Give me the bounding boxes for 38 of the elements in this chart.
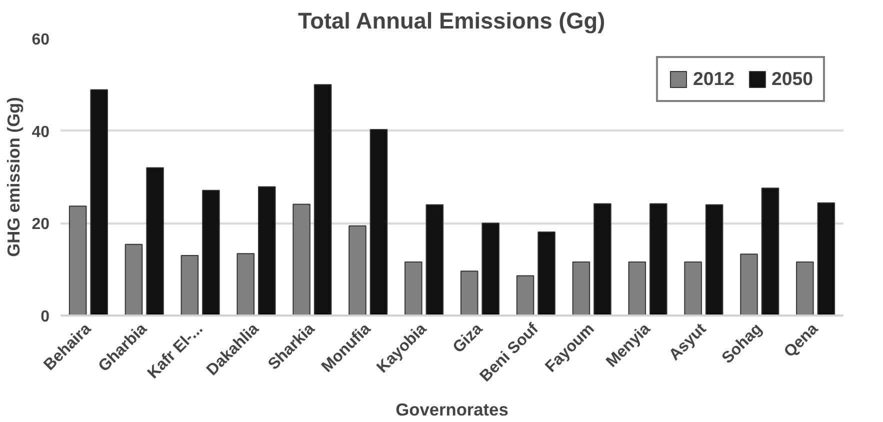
bar bbox=[572, 261, 590, 316]
bar bbox=[124, 244, 143, 316]
bar bbox=[236, 253, 255, 316]
bar bbox=[817, 202, 836, 316]
bar bbox=[68, 206, 87, 316]
bar bbox=[146, 167, 164, 316]
y-tick-label: 40 bbox=[32, 124, 50, 141]
y-tick-label: 0 bbox=[40, 308, 50, 326]
y-tick-label: 20 bbox=[32, 216, 50, 234]
x-tick-label: Giza bbox=[450, 320, 486, 356]
bar bbox=[705, 204, 724, 316]
bar bbox=[482, 222, 500, 316]
bar bbox=[258, 186, 276, 316]
bar bbox=[628, 261, 646, 316]
chart-title: Total Annual Emissions (Gg) bbox=[298, 8, 606, 34]
y-tick-label: 60 bbox=[32, 32, 50, 48]
bar bbox=[460, 270, 478, 316]
bar bbox=[90, 89, 108, 316]
bar bbox=[516, 275, 534, 316]
bar bbox=[180, 254, 199, 316]
bar bbox=[348, 225, 366, 316]
bar bbox=[796, 261, 814, 316]
bar bbox=[740, 254, 758, 316]
bar bbox=[649, 203, 668, 316]
bar bbox=[370, 128, 388, 316]
bar bbox=[684, 261, 702, 316]
bar bbox=[314, 84, 332, 316]
bar bbox=[538, 231, 556, 316]
y-axis-title: GHG emission (Gg) bbox=[4, 97, 24, 257]
bar bbox=[594, 203, 612, 316]
bar bbox=[202, 190, 220, 316]
bar bbox=[761, 188, 780, 316]
bar bbox=[426, 204, 444, 316]
bar bbox=[292, 204, 310, 316]
x-axis-title: Governorates bbox=[396, 399, 508, 420]
legend-label: 2012 bbox=[692, 68, 734, 90]
legend-label: 2050 bbox=[771, 68, 813, 90]
bar bbox=[404, 261, 422, 316]
